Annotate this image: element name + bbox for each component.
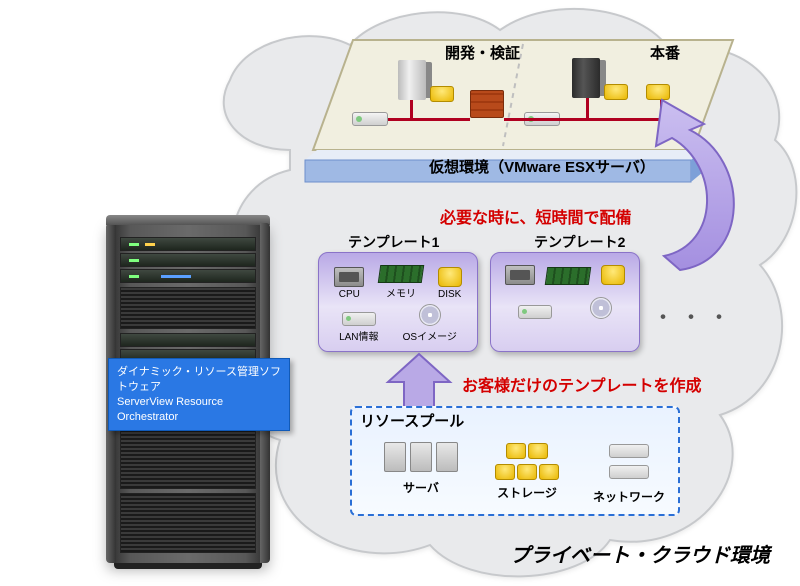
pool-servers: サーバ [376, 442, 466, 496]
os-image-icon [419, 304, 441, 326]
pool-title: リソースプール [360, 410, 464, 431]
prod-server-icon [572, 58, 600, 98]
template1-title: テンプレート1 [348, 232, 439, 252]
templates-ellipsis: ・・・ [652, 300, 736, 332]
callout-line2: ServerView Resource [117, 395, 281, 410]
wire-1v [410, 100, 413, 118]
deploy-note: 必要な時に、短時間で配備 [440, 204, 632, 228]
template-2 [490, 252, 640, 352]
pool-network: ネットワーク [584, 442, 674, 505]
os-image-icon-2 [590, 297, 612, 319]
disk-icon [438, 267, 462, 287]
callout-line1: ダイナミック・リソース管理ソフトウェア [117, 365, 281, 395]
software-callout: ダイナミック・リソース管理ソフトウェア ServerView Resource … [108, 358, 290, 431]
pool-to-template-arrow [384, 352, 454, 412]
footer-title: プライベート・クラウド環境 [510, 539, 770, 568]
deploy-arrow [620, 90, 760, 280]
wire-1 [388, 118, 470, 121]
customer-template-note: お客様だけのテンプレートを作成 [462, 372, 702, 396]
lan-icon [342, 312, 376, 326]
lan-icon-2 [518, 305, 552, 319]
env-dev-label: 開発・検証 [445, 42, 520, 63]
cpu-icon [334, 267, 364, 287]
template2-title: テンプレート2 [534, 232, 625, 252]
pool-storage: ストレージ [482, 442, 572, 501]
dev-server-icon [398, 60, 426, 100]
dev-disk-icon [430, 86, 454, 102]
callout-line3: Orchestrator [117, 410, 281, 425]
env-prod-label: 本番 [650, 42, 680, 63]
dev-nic-icon [352, 112, 388, 126]
disk-icon-2 [601, 265, 625, 285]
template-1: CPU メモリ DISK LAN情報 OSイメージ [318, 252, 478, 352]
wire-2v1 [586, 98, 589, 118]
memory-icon-2 [545, 267, 592, 285]
memory-icon [378, 265, 425, 283]
firewall-icon [470, 90, 504, 118]
cpu-icon-2 [505, 265, 535, 285]
